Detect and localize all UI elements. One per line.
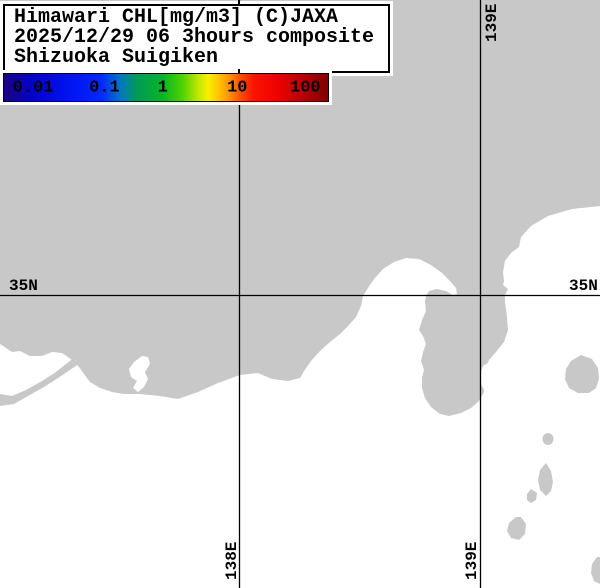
landmass-atsumi-spit	[0, 358, 80, 406]
meridian-138E-sliver-mid	[238, 69, 240, 73]
landmass-honshu-izu	[0, 0, 600, 416]
colorbar-tick-10: 10	[227, 78, 248, 97]
lon-label-138E-bottom: 138E	[223, 541, 241, 580]
meridian-138E-sliver-top	[238, 0, 240, 4]
colorbar-tick-100: 100	[290, 78, 321, 97]
colorbar-tick-0.01: 0.01	[12, 78, 54, 97]
lon-label-139E-top: 139E	[483, 3, 501, 42]
island-niijima	[538, 463, 553, 496]
lat-label-35N-right: 35N	[569, 277, 598, 295]
lon-label-139E-bottom: 139E	[463, 541, 481, 580]
title-product-line: Himawari CHL[mg/m3] (C)JAXA	[14, 6, 339, 29]
island-toshima	[542, 433, 554, 445]
island-oshima	[565, 355, 599, 393]
izu-southeast-inlet	[480, 362, 495, 396]
island-kozushima	[507, 517, 526, 540]
colorbar-tick-1: 1	[157, 78, 168, 97]
island-shikinejima	[527, 489, 537, 503]
title-organization-line: Shizuoka Suigiken	[14, 46, 219, 69]
island-miyakejima-partial	[591, 557, 600, 584]
chlorophyll-colorbar: 0.01 0.1 1 10 100	[3, 73, 329, 102]
title-datetime-line: 2025/12/29 06 3hours composite	[14, 26, 375, 49]
colorbar-tick-0.1: 0.1	[89, 78, 120, 97]
title-box: Himawari CHL[mg/m3] (C)JAXA 2025/12/29 0…	[3, 4, 390, 73]
lake-hamana	[129, 356, 150, 392]
lat-label-35N-left: 35N	[9, 277, 38, 295]
